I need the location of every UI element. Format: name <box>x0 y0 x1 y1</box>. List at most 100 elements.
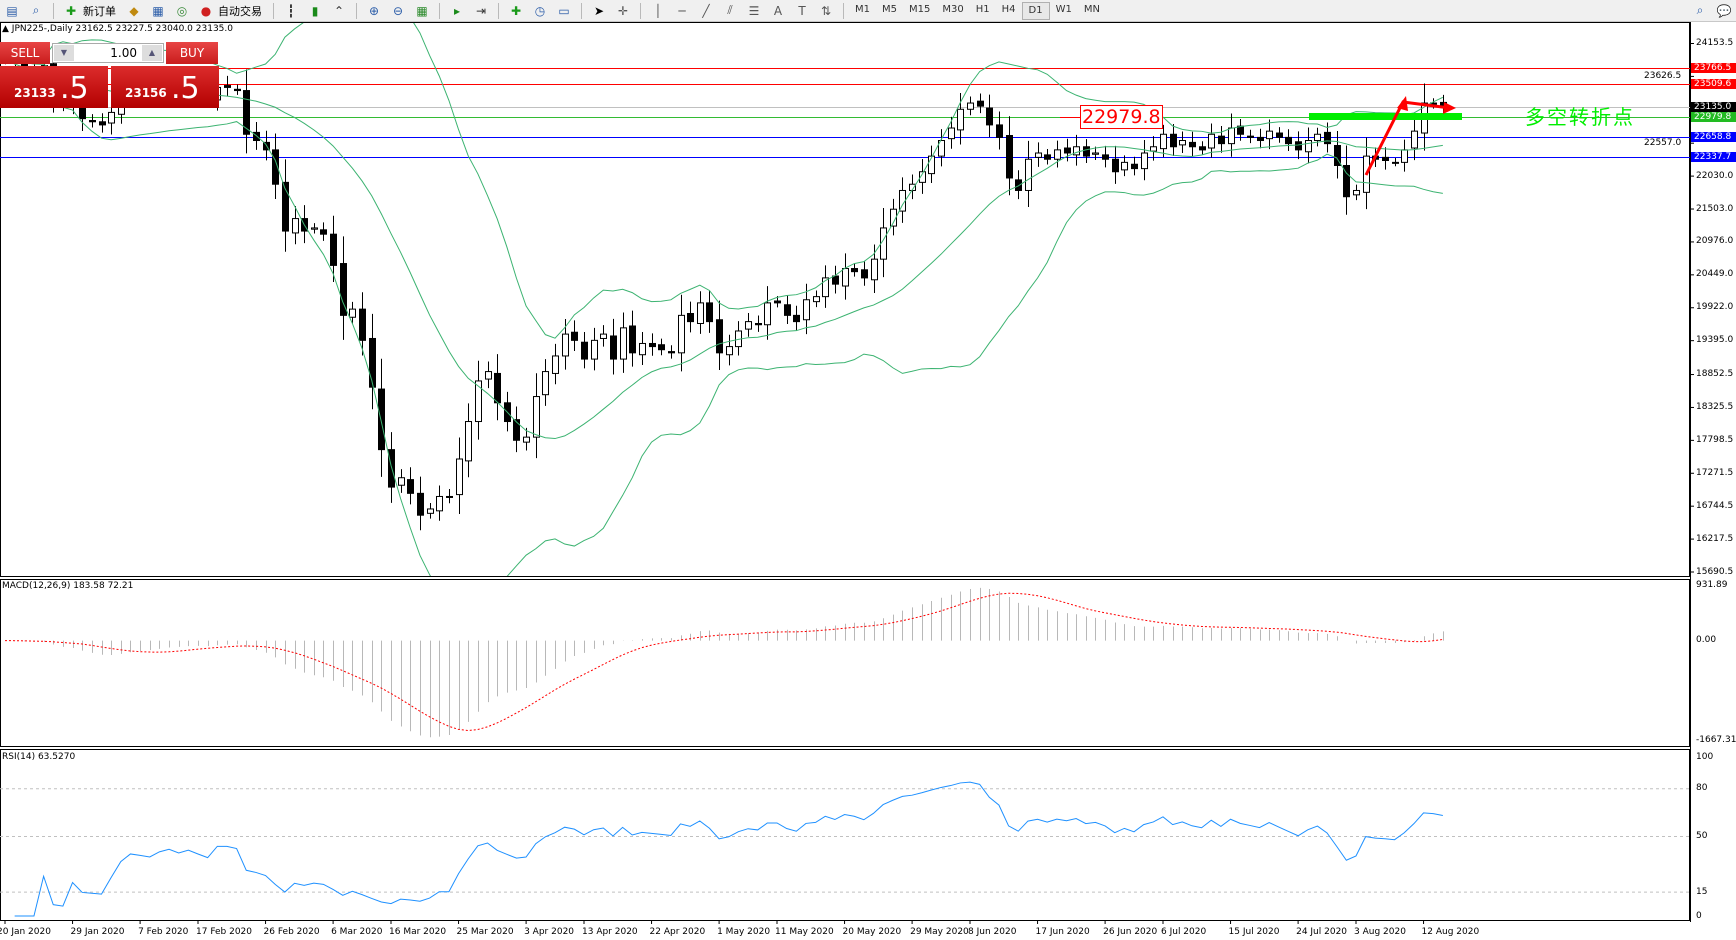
bull-candle <box>919 171 926 183</box>
collapse-triangle-icon[interactable]: ▲ <box>2 24 9 34</box>
chart-window-icon[interactable]: ▤ <box>6 3 18 18</box>
date-tick-label: 26 Feb 2020 <box>263 927 320 937</box>
zoom-in-icon[interactable]: ⊕ <box>368 3 380 18</box>
price-tick-label: 15690.5 <box>1696 566 1734 577</box>
zoom-view-icon[interactable]: ⌕ <box>32 3 40 17</box>
buy-price-button[interactable]: 23156 .5 <box>111 66 219 108</box>
crosshair-icon[interactable]: ✛ <box>617 3 629 18</box>
separator <box>640 2 641 19</box>
bear-candle <box>629 325 636 354</box>
auto-trading-button[interactable]: 自动交易 <box>218 4 262 18</box>
text-label-icon[interactable]: T <box>798 3 806 18</box>
lot-decrease-button[interactable]: ▼ <box>54 45 74 61</box>
timeframe-d1[interactable]: D1 <box>1021 1 1050 20</box>
bear-candle <box>1334 145 1341 166</box>
price-tick-label: 20976.0 <box>1696 236 1734 247</box>
data-window-icon[interactable]: ▦ <box>152 3 164 18</box>
date-tick-label: 24 Jul 2020 <box>1296 927 1348 937</box>
bull-candle <box>311 227 318 230</box>
rsi-tick-label: 50 <box>1696 831 1708 841</box>
macd-tick-label: 931.89 <box>1696 579 1728 590</box>
indicators-icon[interactable]: ✚ <box>510 3 522 18</box>
price-tick-label: 16217.5 <box>1696 533 1734 544</box>
rsi-tick-label: 15 <box>1696 886 1708 897</box>
macd-tick-label: -1667.31 <box>1696 734 1736 745</box>
bull-candle <box>1411 130 1418 149</box>
price-annotation-label[interactable]: 22979.8 <box>1080 105 1163 129</box>
templates-icon[interactable]: ▭ <box>558 3 570 18</box>
vertical-line-icon[interactable]: │ <box>654 3 662 18</box>
bar-chart-icon[interactable]: ┇ <box>287 3 295 18</box>
separator <box>53 2 54 19</box>
signals-icon[interactable]: ◎ <box>176 3 188 18</box>
date-tick-label: 15 Jul 2020 <box>1228 927 1280 937</box>
bull-candle <box>427 508 434 514</box>
bear-candle <box>832 275 839 285</box>
bull-candle <box>542 371 549 396</box>
new-order-icon[interactable]: ✚ <box>65 3 77 18</box>
buy-button[interactable]: BUY <box>166 42 218 64</box>
zoom-out-icon[interactable]: ⊖ <box>392 3 404 18</box>
rsi-title: RSI(14) 63.5270 <box>2 752 76 762</box>
bear-candle <box>272 149 279 185</box>
horizontal-line-icon[interactable]: ─ <box>678 3 686 18</box>
bull-candle <box>456 458 463 496</box>
toolbar: ▤ ⌕ ✚ 新订单 ◆ ▦ ◎ ● 自动交易 ┇ ▮ ⌃ ⊕ ⊖ ▦ ▸ ⇥ ✚… <box>0 0 1736 22</box>
timeframe-h4[interactable]: H4 <box>1001 3 1016 15</box>
price-tick-label: 19395.0 <box>1696 335 1734 346</box>
lot-increase-button[interactable]: ▲ <box>142 45 162 61</box>
timeframe-m1[interactable]: M1 <box>855 3 870 15</box>
timeframe-w1[interactable]: W1 <box>1055 3 1072 15</box>
timeframe-m15[interactable]: M15 <box>909 3 931 15</box>
fibonacci-icon[interactable]: ☰ <box>748 3 760 18</box>
chat-icon[interactable]: 💬 <box>1716 3 1732 18</box>
bear-candle <box>851 268 858 273</box>
bear-candle <box>1285 136 1292 145</box>
price-level-tag: 23509.6 <box>1691 78 1736 89</box>
bear-candle <box>687 312 694 323</box>
chart-shift-icon[interactable]: ⇥ <box>475 3 487 18</box>
bollinger-lower <box>4 58 1443 576</box>
cursor-icon[interactable]: ➤ <box>593 3 605 18</box>
periods-icon[interactable]: ◷ <box>534 3 546 18</box>
separator <box>439 2 440 19</box>
text-icon[interactable]: A <box>773 3 783 18</box>
bear-candle <box>649 342 656 348</box>
auto-trading-icon[interactable]: ● <box>200 3 212 18</box>
search-icon[interactable]: ⌕ <box>1696 3 1704 17</box>
bear-candle <box>378 388 385 451</box>
bear-candle <box>417 492 424 516</box>
price-tick-label: 24153.5 <box>1696 38 1734 48</box>
sell-button[interactable]: SELL <box>0 42 50 64</box>
timeframe-mn[interactable]: MN <box>1083 3 1100 15</box>
market-watch-icon[interactable]: ◆ <box>129 3 139 18</box>
new-order-button[interactable]: 新订单 <box>83 4 116 18</box>
equidistant-channel-icon[interactable]: ⫽ <box>727 3 733 17</box>
reversal-point-annotation[interactable]: 多空转折点 <box>1525 105 1635 129</box>
panel-border <box>0 749 1690 921</box>
trendline-icon[interactable]: ╱ <box>702 3 710 18</box>
timeframe-m5[interactable]: M5 <box>882 3 897 15</box>
bull-candle <box>1179 140 1186 146</box>
timeframe-h1[interactable]: H1 <box>975 3 990 15</box>
line-chart-icon[interactable]: ⌃ <box>333 3 345 18</box>
candlestick-icon[interactable]: ▮ <box>311 3 319 18</box>
chart-header: ▲ JPN225-,Daily 23162.5 23227.5 23040.0 … <box>2 24 233 34</box>
lot-size-field[interactable]: ▼ 1.00 ▲ <box>52 43 164 63</box>
bull-candle <box>745 321 752 330</box>
sell-price-button[interactable]: 23133 .5 <box>0 66 108 108</box>
bear-candle <box>784 304 791 316</box>
bull-candle <box>938 140 945 157</box>
auto-scroll-icon[interactable]: ▸ <box>453 3 461 18</box>
date-tick-label: 26 Jun 2020 <box>1103 927 1158 937</box>
rsi-tick-label: 80 <box>1696 783 1708 794</box>
separator <box>843 2 844 19</box>
bull-candle <box>475 380 482 423</box>
bull-candle <box>957 108 964 131</box>
arrows-icon[interactable]: ⇅ <box>820 3 832 18</box>
bull-candle <box>909 183 916 191</box>
timeframe-m30[interactable]: M30 <box>942 3 964 15</box>
tile-windows-icon[interactable]: ▦ <box>416 3 428 18</box>
bear-candle <box>369 337 376 388</box>
